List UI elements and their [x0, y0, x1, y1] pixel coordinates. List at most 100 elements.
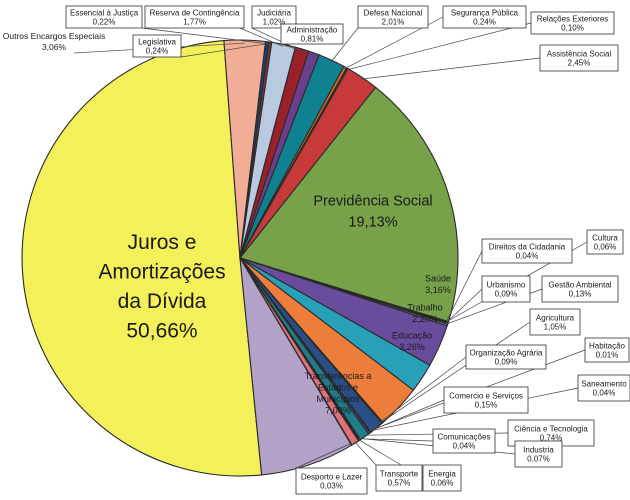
leader-line-reserva-de-contingencia — [239, 27, 284, 47]
callout-box-seguranca-publica — [442, 5, 527, 29]
slice-value-transporte: 0,57% — [388, 479, 411, 488]
slice-label-industria: Industria — [523, 445, 554, 454]
callout-box-judiciaria — [251, 5, 297, 29]
slice-value-urbanismo: 0,09% — [495, 290, 518, 299]
callout-box-essencial-a-justica — [65, 5, 143, 29]
slice-label-juros-e-amortizacoes-da-divida: da Dívida — [118, 290, 207, 313]
slice-label-trabalho: Trabalho — [407, 302, 442, 312]
slice-value-energia: 0,06% — [431, 479, 454, 488]
slice-value-comercio-e-servicos: 0,15% — [475, 401, 498, 410]
callout-box-reserva-de-contingencia — [144, 5, 245, 29]
slice-value-transferencias-a-estados-e-municipios: 7,00% — [325, 405, 351, 415]
leader-line-agricultura — [375, 321, 531, 427]
slice-label-legislativa: Legislativa — [138, 37, 176, 46]
slice-value-direitos-da-cidadania: 0,04% — [516, 252, 539, 261]
slice-value-gestao-ambiental: 0,13% — [569, 290, 592, 299]
leader-line-defesa-nacional — [330, 27, 359, 63]
leader-line-essencial-a-justica — [141, 27, 271, 45]
slice-label-juros-e-amortizacoes-da-divida: Amortizações — [98, 261, 225, 284]
slice-value-reserva-de-contingencia: 1,77% — [183, 18, 206, 27]
callout-box-industria — [514, 440, 563, 468]
callout-box-legislativa — [132, 34, 182, 58]
slice-value-industria: 0,07% — [527, 455, 550, 464]
callout-box-comunicacoes — [432, 428, 496, 454]
leader-line-relacoes-exteriores — [346, 22, 532, 71]
slice-label-transferencias-a-estados-e-municipios: Municípios — [316, 394, 360, 404]
slice-juros-e-amortizacoes-da-divida — [21, 40, 263, 477]
callout-box-saneamento — [577, 374, 630, 402]
slice-value-relacoes-exteriores: 0,10% — [561, 24, 584, 33]
slice-value-seguranca-publica: 0,24% — [473, 18, 496, 27]
slice-label-reserva-de-contingencia: Reserva de Contingência — [150, 8, 240, 17]
slice-value-organizacao-agraria: 0,09% — [495, 358, 518, 367]
callout-box-energia — [422, 464, 462, 492]
slice-labels: Juros e Amortizações da Dívida 50,66% Outros… — [3, 8, 627, 490]
slice-label-previdencia-social: Previdência Social — [313, 194, 432, 210]
callout-box-gestao-ambiental — [541, 275, 619, 303]
leader-line-comercio-e-servicos — [368, 399, 445, 433]
slice-label-seguranca-publica: Segurança Pública — [451, 8, 519, 17]
leader-line-judiciaria — [251, 27, 302, 52]
slice-value-judiciaria: 1,02% — [263, 18, 286, 27]
slice-label-assistencia-social: Assistência Social — [547, 49, 612, 58]
slice-value-outros-encargos-especiais: 3,06% — [42, 42, 67, 52]
slice-transferencias-a-estados-e-municipios — [239, 257, 353, 476]
pie-slices — [21, 39, 459, 477]
slice-label-relacoes-exteriores: Relações Exteriores — [537, 14, 609, 23]
slice-label-administracao: Administração — [287, 25, 338, 34]
slice-label-saude: Saúde — [425, 273, 451, 283]
callout-boxes — [65, 5, 630, 495]
slice-label-transferencias-a-estados-e-municipios: Transferências a — [305, 371, 372, 381]
slice-label-juros-e-amortizacoes-da-divida: Juros e — [128, 231, 197, 254]
slice-value-juros-e-amortizacoes-da-divida: 50,66% — [126, 320, 197, 343]
leader-line-direitos-da-cidadania — [446, 250, 483, 322]
callout-box-direitos-da-cidadania — [481, 238, 573, 264]
leader-line-legislativa — [180, 43, 267, 58]
slice-value-defesa-nacional: 2,01% — [382, 18, 405, 27]
slice-value-cultura: 0,06% — [594, 243, 617, 252]
slice-label-agricultura: Agricultura — [536, 313, 575, 322]
leader-line-comunicacoes — [358, 438, 434, 442]
slice-label-essencial-a-justica: Essencial à Justiça — [70, 8, 139, 17]
slice-label-comunicacoes: Comunicações — [438, 432, 491, 441]
slice-value-administracao: 0,81% — [301, 35, 324, 44]
slice-previdencia-social — [239, 86, 459, 323]
slice-value-comunicacoes: 0,04% — [453, 442, 476, 451]
leader-line-transporte — [353, 441, 377, 466]
slice-value-habitacao: 0,01% — [596, 351, 619, 360]
callout-box-habitacao — [584, 337, 630, 363]
callout-box-urbanismo — [481, 275, 531, 303]
callout-box-relacoes-exteriores — [530, 11, 615, 35]
slice-value-desporto-e-lazer: 0,03% — [320, 482, 343, 491]
slice-label-organizacao-agraria: Organização Agrária — [470, 348, 543, 357]
slice-value-saude: 3,16% — [425, 285, 451, 295]
slice-label-cultura: Cultura — [592, 233, 618, 242]
slice-label-comercio-e-servicos: Comercio e Serviços — [449, 391, 523, 400]
slice-label-direitos-da-cidadania: Direitos da Cidadania — [489, 242, 566, 251]
callout-box-agricultura — [529, 308, 581, 336]
slice-label-ciencia-e-tecnologia: Ciência e Tecnologia — [514, 424, 588, 433]
slice-label-habitacao: Habitação — [589, 341, 626, 350]
slice-label-gestao-ambiental: Gestão Ambiental — [548, 280, 611, 289]
callout-box-organizacao-agraria — [465, 344, 547, 370]
slice-label-desporto-e-lazer: Desporto e Lazer — [301, 472, 363, 481]
slice-label-defesa-nacional: Defesa Nacional — [364, 8, 423, 17]
slice-label-transporte: Transporte — [380, 469, 419, 478]
slice-value-essencial-a-justica: 0,22% — [93, 18, 116, 27]
slice-label-transferencias-a-estados-e-municipios: Estados e — [318, 382, 358, 392]
slice-value-educacao: 3,26% — [399, 342, 425, 352]
leader-line-urbanismo — [445, 288, 483, 324]
slice-value-agricultura: 1,05% — [544, 323, 567, 332]
callout-box-assistencia-social — [539, 44, 619, 72]
slice-label-saneamento: Saneamento — [581, 379, 627, 388]
leader-line-organizacao-agraria — [380, 356, 467, 422]
slice-label-judiciaria: Judiciária — [257, 8, 291, 17]
slice-label-educacao: Educação — [392, 330, 432, 340]
callout-box-transporte — [375, 464, 423, 492]
slice-label-outros-encargos-especiais: Outros Encargos Especiais — [3, 31, 106, 41]
slice-value-ciencia-e-tecnologia: 0,74% — [540, 434, 563, 443]
leader-line-administracao — [280, 43, 314, 56]
slice-value-previdencia-social: 19,13% — [348, 215, 397, 231]
callout-box-comercio-e-servicos — [443, 386, 529, 414]
